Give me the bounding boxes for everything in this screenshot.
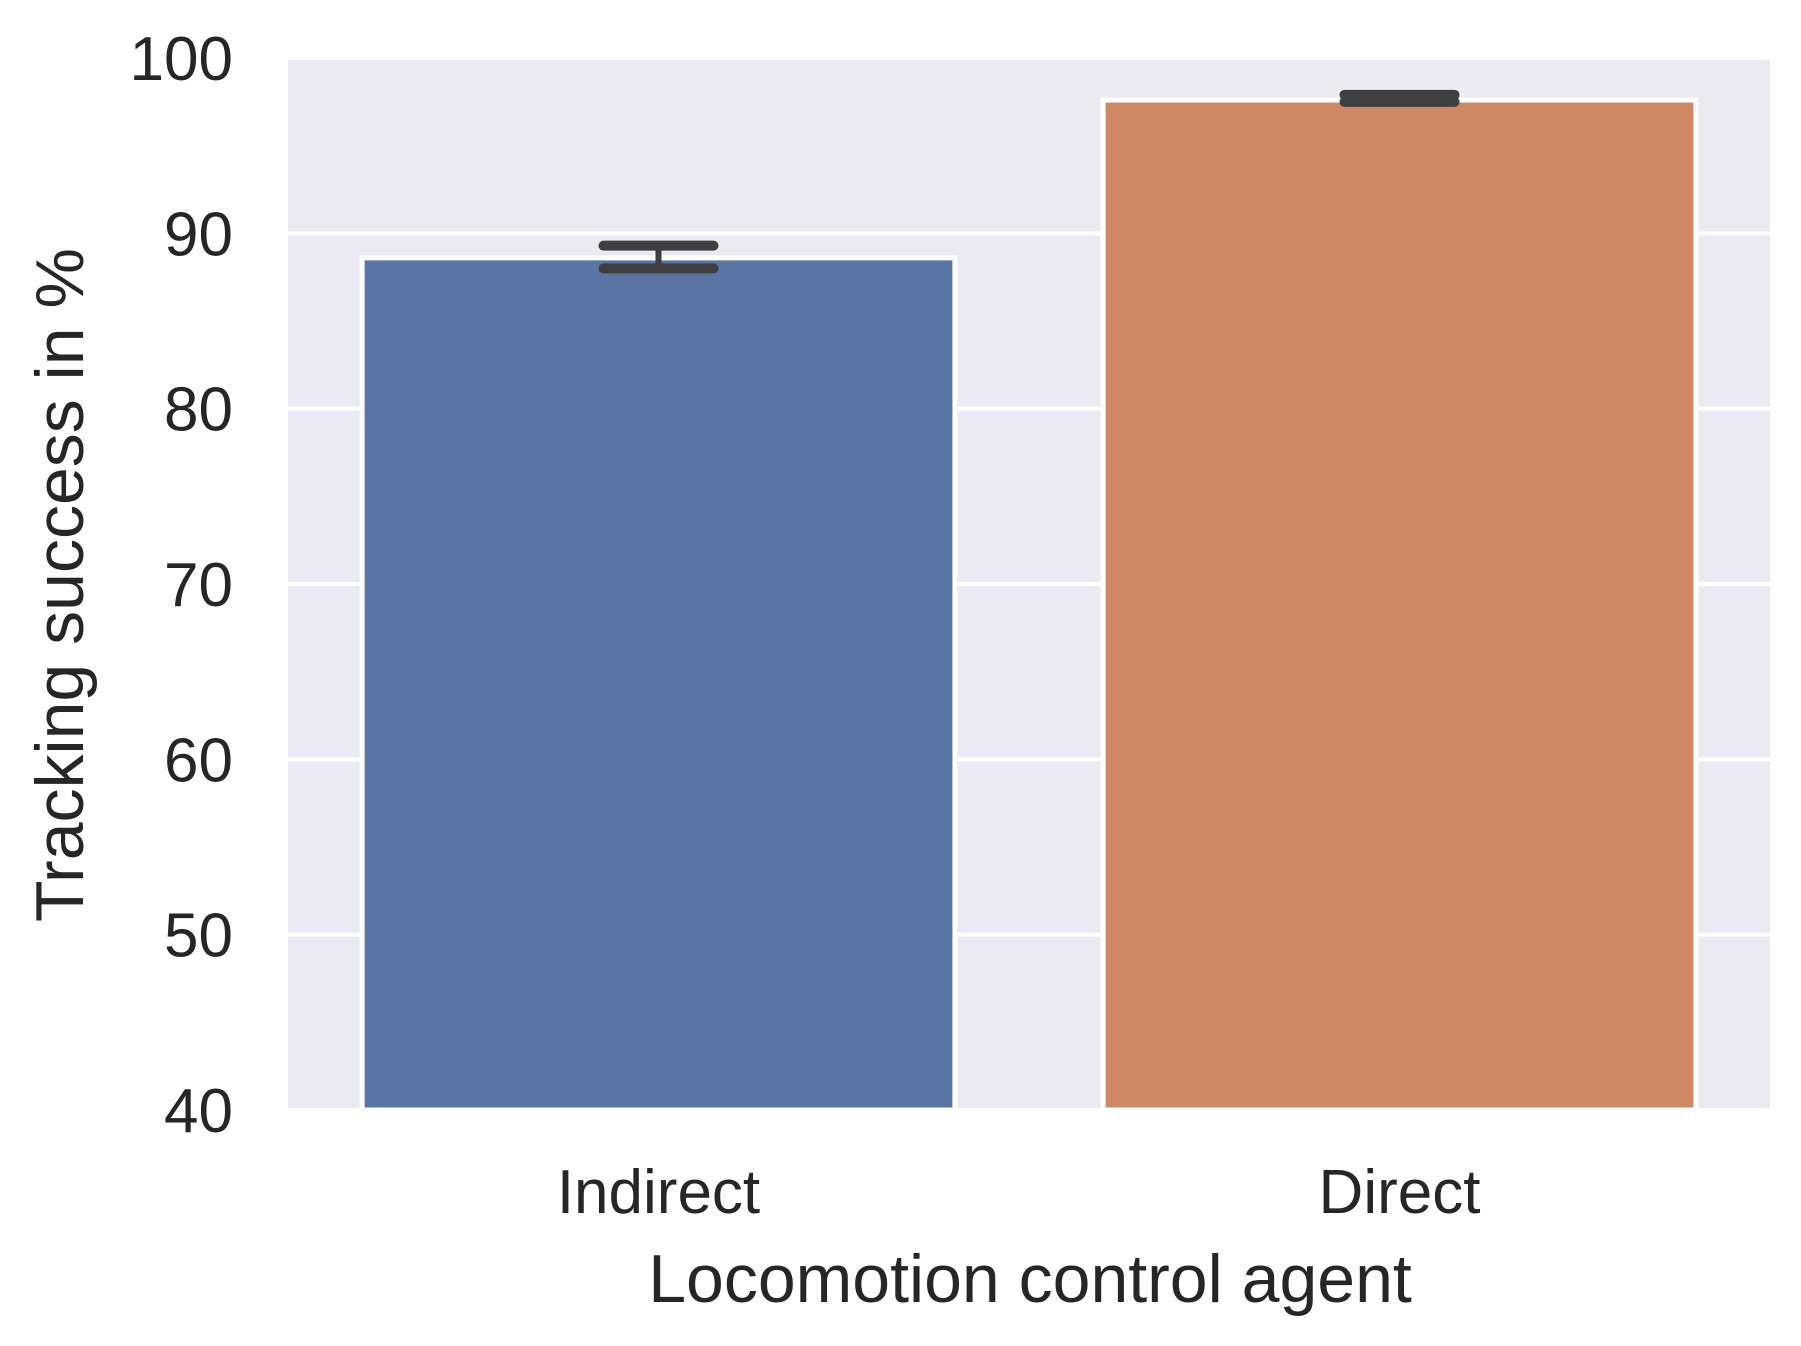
- y-tick-label: 40: [164, 1077, 233, 1146]
- error-bars: [598, 89, 1460, 274]
- x-tick-label: Direct: [1319, 1158, 1481, 1227]
- bar-direct: [1100, 97, 1699, 1113]
- y-tick-labels: 40 50 60 70 80 90 100: [130, 25, 233, 1146]
- y-tick-label: 80: [164, 376, 233, 445]
- bar-indirect: [359, 255, 958, 1113]
- y-tick-label: 100: [130, 25, 233, 94]
- x-tick-labels: Indirect Direct: [557, 1158, 1481, 1227]
- y-tick-label: 70: [164, 551, 233, 620]
- y-tick-label: 50: [164, 902, 233, 971]
- y-axis-label: Tracking success in %: [22, 248, 98, 922]
- x-tick-label: Indirect: [557, 1158, 760, 1227]
- x-axis-label: Locomotion control agent: [648, 1241, 1412, 1317]
- bars: [359, 97, 1699, 1113]
- y-tick-label: 90: [164, 200, 233, 269]
- y-tick-label: 60: [164, 726, 233, 795]
